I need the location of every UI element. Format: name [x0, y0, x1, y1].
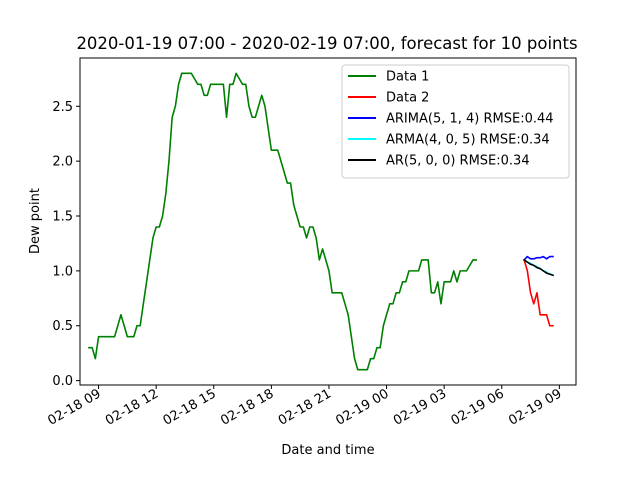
y-tick-label: 2.0 [52, 155, 73, 170]
y-tick-label: 2.5 [52, 100, 73, 115]
legend-label: ARIMA(5, 1, 4) RMSE:0.44 [386, 112, 554, 127]
plot-frame [79, 57, 577, 386]
series-line-data-2 [523, 258, 554, 327]
y-axis: 0.0 0.5 1.0 1.5 2.0 2.5 [52, 100, 80, 389]
chart-title: 2020-01-19 07:00 - 2020-02-19 07:00, for… [76, 34, 577, 53]
y-tick-label: 1.5 [52, 210, 73, 225]
legend-label: ARMA(4, 0, 5) RMSE:0.34 [386, 133, 550, 148]
legend-label: AR(5, 0, 0) RMSE:0.34 [386, 154, 530, 169]
y-tick-label: 0.5 [52, 319, 73, 334]
series-layer [88, 72, 554, 371]
y-tick-label: 0.0 [52, 374, 73, 389]
series-line-data-1 [88, 72, 477, 371]
y-tick-label: 1.0 [52, 264, 73, 279]
x-axis-label: Date and time [281, 443, 374, 458]
legend-label: Data 1 [386, 70, 429, 85]
plot-area [79, 57, 577, 386]
series-line-arima-5-1-4-rmse-0-44 [523, 255, 554, 262]
legend-label: Data 2 [386, 91, 429, 106]
y-axis-label: Dew point [28, 188, 43, 254]
series-line-ar-5-0-0-rmse-0-34 [523, 258, 554, 277]
legend: Data 1 Data 2 ARIMA(5, 1, 4) RMSE:0.44 ARMA… [341, 64, 570, 179]
legend-box [341, 64, 570, 179]
